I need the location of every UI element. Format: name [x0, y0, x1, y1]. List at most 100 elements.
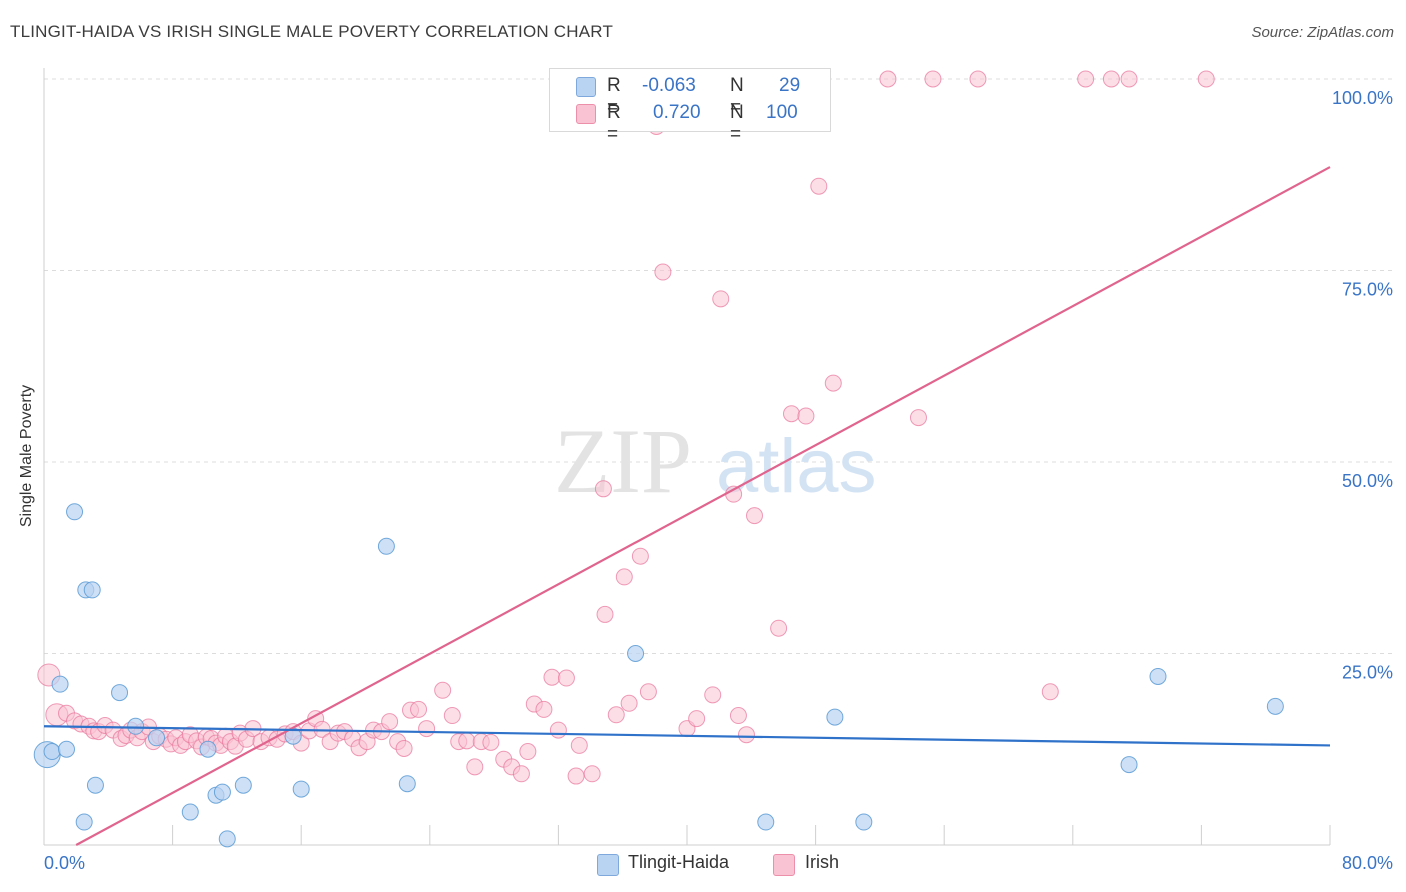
irish-point [512, 765, 530, 783]
legend-r-label: R = [607, 75, 621, 118]
legend-swatch-tlingit-haida [597, 854, 619, 876]
irish-point [654, 263, 672, 281]
tlingit-haida-point [1149, 667, 1167, 685]
chart-title: TLINGIT-HAIDA VS IRISH SINGLE MALE POVER… [10, 22, 614, 41]
irish-point [1041, 683, 1059, 701]
irish-point [879, 70, 897, 88]
tlingit-haida-point [58, 740, 76, 758]
tlingit-haida-trend-line [43, 725, 1331, 747]
irish-point [737, 726, 755, 744]
tlingit-haida-point [1120, 756, 1138, 774]
irish-point [607, 706, 625, 724]
irish-point [639, 683, 657, 701]
irish-point [924, 70, 942, 88]
irish-point [543, 668, 561, 686]
watermark-zip: ZIP [554, 410, 692, 512]
watermark-atlas: atlas [716, 424, 877, 509]
irish-point [567, 767, 585, 785]
tlingit-haida-points [33, 503, 1284, 848]
tlingit-haida-point [213, 783, 231, 801]
tlingit-haida-point [86, 776, 104, 794]
x-tick-label: 0.0% [44, 853, 85, 873]
irish-point [596, 605, 614, 623]
irish-point [549, 721, 567, 739]
tick-labels: 25.0% 50.0% 75.0% 100.0% 0.0% 80.0% [44, 88, 1393, 873]
irish-point [443, 707, 461, 725]
irish-point [434, 681, 452, 699]
gridlines [44, 78, 1394, 654]
tlingit-haida-point [127, 717, 145, 735]
irish-point [909, 409, 927, 427]
irish-point [1102, 70, 1120, 88]
legend-n-value: 29 [779, 75, 801, 96]
stats-legend: R = -0.063 N = 29 R = 0.720 N = 100 [549, 68, 831, 145]
irish-point [615, 568, 633, 586]
tlingit-haida-point [1266, 697, 1284, 715]
irish-point [770, 619, 788, 637]
irish-point [395, 739, 413, 757]
irish-point [782, 405, 800, 423]
tlingit-haida-point [377, 537, 395, 555]
tlingit-haida-point [218, 830, 236, 848]
irish-point [797, 407, 815, 425]
tlingit-haida-point [83, 581, 101, 599]
irish-point [381, 713, 399, 731]
irish-point [1120, 70, 1138, 88]
irish-trend-line [75, 166, 1331, 846]
legend-swatch-irish [576, 104, 596, 124]
tlingit-haida-point [398, 775, 416, 793]
tlingit-haida-point [234, 776, 252, 794]
tlingit-haida-point [75, 813, 93, 831]
y-tick-label: 75.0% [1342, 280, 1393, 300]
irish-point [1077, 70, 1095, 88]
legend-r-value: 0.720 [653, 102, 701, 123]
tlingit-haida-point [111, 684, 129, 702]
irish-point [482, 733, 500, 751]
irish-point [570, 736, 588, 754]
irish-point [746, 507, 764, 525]
tlingit-haida-point [181, 803, 199, 821]
x-tick-label: 80.0% [1342, 853, 1393, 873]
irish-point [583, 765, 601, 783]
y-tick-label: 100.0% [1332, 88, 1393, 108]
source-credit: Source: ZipAtlas.com [1251, 24, 1394, 41]
legend-label-irish: Irish [805, 852, 840, 872]
irish-point [535, 700, 553, 718]
trend-lines [43, 166, 1331, 846]
tlingit-haida-point [148, 729, 166, 747]
irish-point [620, 694, 638, 712]
watermark: ZIP atlas [554, 410, 877, 512]
irish-point [969, 70, 987, 88]
irish-point [631, 547, 649, 565]
legend-swatch-irish [773, 854, 795, 876]
tlingit-haida-point [199, 740, 217, 758]
irish-point [458, 732, 476, 750]
irish-point [810, 177, 828, 195]
irish-point [688, 710, 706, 728]
tlingit-haida-point [826, 708, 844, 726]
legend-r-label: R = [607, 102, 621, 145]
legend-r-value: -0.063 [642, 75, 696, 96]
irish-point [594, 480, 612, 498]
tlingit-haida-point [757, 813, 775, 831]
y-tick-label: 25.0% [1342, 663, 1393, 683]
irish-point [729, 707, 747, 725]
irish-point [466, 758, 484, 776]
tlingit-haida-point [43, 743, 61, 761]
tlingit-haida-point [292, 780, 310, 798]
irish-point [704, 686, 722, 704]
tlingit-haida-point [855, 813, 873, 831]
irish-point [824, 374, 842, 392]
legend-n-value: 100 [766, 102, 798, 123]
legend-label-tlingit-haida: Tlingit-Haida [628, 852, 730, 872]
tlingit-haida-point [66, 503, 84, 521]
legend-n-label: N = [730, 75, 744, 118]
tlingit-haida-point [627, 645, 645, 662]
irish-point [410, 700, 428, 718]
irish-point [418, 720, 436, 738]
irish-point [557, 669, 575, 687]
axes [43, 68, 1331, 846]
y-tick-label: 50.0% [1342, 471, 1393, 491]
legend-swatch-tlingit-haida [576, 77, 596, 97]
